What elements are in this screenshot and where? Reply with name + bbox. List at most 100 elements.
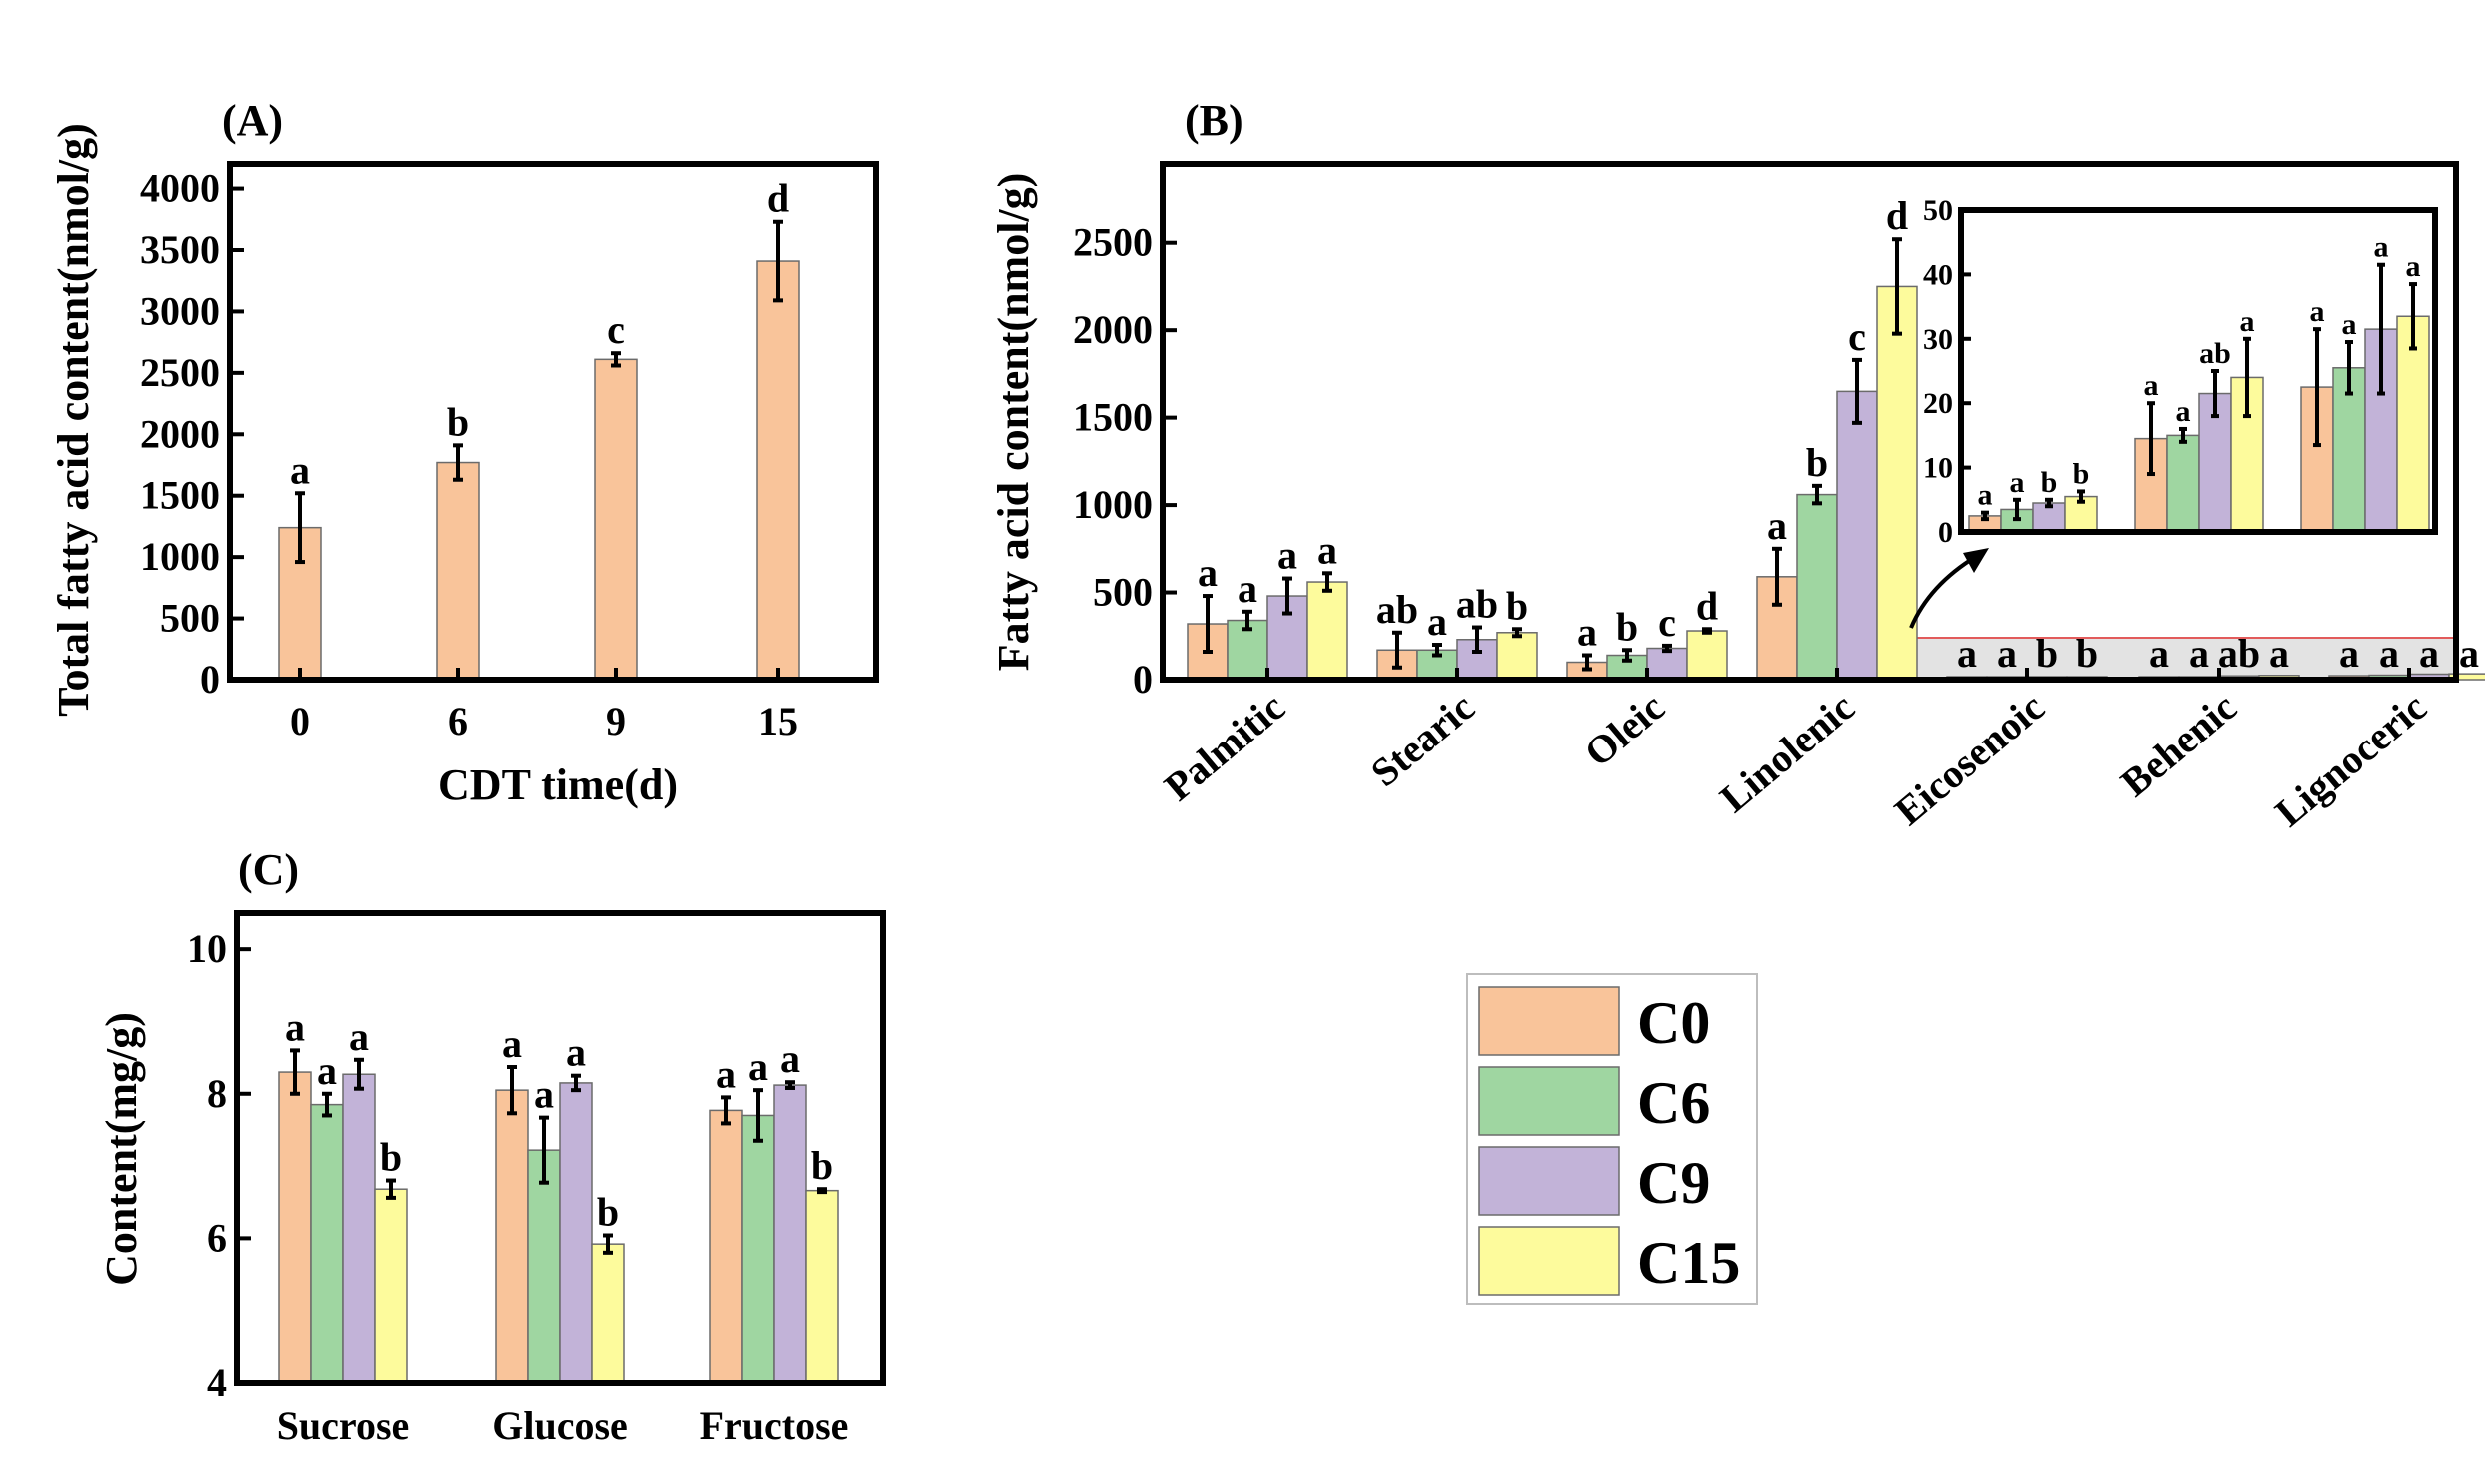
inset-significance-letter: b (2073, 457, 2090, 490)
inset-significance-letter: a (2010, 466, 2025, 499)
y-tick-label: 500 (1093, 570, 1153, 615)
panel-c-ylabel: Content(mg/g) (97, 1012, 146, 1286)
y-tick-label: 2500 (140, 350, 220, 395)
significance-letter: a (349, 1014, 369, 1059)
significance-letter: a (1198, 550, 1218, 595)
minor-acids-highlight (1904, 637, 2457, 681)
significance-letter: a (290, 447, 310, 492)
significance-letter: a (1577, 610, 1597, 655)
panel-c: (C) Content(mg/g) 46810aaabSucroseaaabGl… (97, 845, 886, 1448)
inset-arrow (1909, 554, 1979, 629)
panel-b: (B) Fatty acid content(nmol/g) 050010001… (989, 96, 2485, 835)
panel-c-label: (C) (238, 845, 299, 894)
x-tick-label: Glucose (492, 1403, 628, 1448)
panel-a-frame (227, 161, 879, 683)
significance-letter: c (607, 307, 625, 352)
inset-y-tick-label: 20 (1923, 387, 1953, 420)
significance-letter: d (767, 176, 789, 221)
legend-label-C15: C15 (1637, 1230, 1740, 1296)
significance-letter: d (1696, 583, 1718, 628)
y-tick-label: 2000 (1073, 307, 1153, 352)
significance-letter: a (2459, 631, 2479, 676)
y-tick-label: 1000 (1073, 482, 1153, 527)
x-tick-label: Stearic (1362, 684, 1483, 795)
legend-label-C9: C9 (1637, 1150, 1710, 1216)
significance-letter: b (811, 1143, 833, 1188)
bar-6 (436, 461, 480, 681)
bar-Glucose-C0 (495, 1089, 529, 1384)
significance-letter: a (1317, 527, 1337, 572)
significance-letter: a (1427, 599, 1447, 644)
significance-letter: b (380, 1135, 402, 1180)
x-tick-label: 0 (290, 699, 310, 743)
bar-Glucose-C15 (591, 1243, 625, 1384)
y-tick-label: 3000 (140, 288, 220, 333)
x-tick-label: Sucrose (277, 1403, 410, 1448)
bar-Oleic-C15 (1686, 630, 1728, 681)
inset-significance-letter: ab (2199, 337, 2231, 370)
significance-letter: a (566, 1030, 586, 1075)
inset-significance-letter: a (2342, 308, 2357, 341)
panel-a-plot: 0 500 1000 1500 2000 2500 3000 3500 4000 a 0 b 6 c 9 d 1… (140, 166, 800, 743)
significance-letter: a (2149, 631, 2169, 676)
panel-c-frame (234, 910, 886, 1386)
bar-Glucose-C9 (559, 1082, 593, 1384)
x-tick-label: Oleic (1576, 684, 1673, 775)
bar-Fructose-C9 (773, 1084, 807, 1384)
x-tick-label: 15 (758, 699, 798, 743)
panel-a-xlabel: CDT time(d) (438, 760, 678, 809)
bar-Sucrose-C15 (374, 1188, 408, 1384)
significance-letter: a (534, 1072, 554, 1117)
x-tick-label: Linolenic (1711, 684, 1863, 820)
significance-letter: a (780, 1036, 800, 1081)
inset-bar-Behenic-C6 (2166, 434, 2200, 533)
bar-Linolenic-C15 (1876, 285, 1918, 681)
panel-b-frame (1160, 161, 2459, 683)
y-tick-label: 8 (207, 1071, 227, 1116)
legend-label-C6: C6 (1637, 1070, 1710, 1136)
significance-letter: a (2189, 631, 2209, 676)
significance-letter: b (1506, 583, 1528, 628)
x-tick-label: Fructose (700, 1403, 849, 1448)
panel-b-inset-frame (1958, 207, 2438, 535)
inset-significance-letter: a (2176, 395, 2191, 428)
significance-letter: b (2036, 631, 2058, 676)
y-tick-label: 2500 (1073, 220, 1153, 265)
significance-letter: a (748, 1044, 768, 1089)
y-tick-label: 1500 (1073, 395, 1153, 440)
panel-b-ylabel: Fatty acid content(nmol/g) (989, 173, 1038, 672)
x-tick-label: Palmitic (1156, 684, 1293, 809)
inset-significance-letter: a (2406, 250, 2421, 283)
bar-9 (594, 358, 638, 681)
significance-letter: ab (1456, 582, 1498, 627)
y-tick-label: 3500 (140, 227, 220, 272)
inset-bar-Lignoceric-C15 (2396, 315, 2430, 533)
inset-y-tick-label: 30 (1923, 323, 1953, 356)
significance-letter: a (2339, 631, 2359, 676)
significance-letter: c (1658, 600, 1676, 645)
bar-Fructose-C6 (741, 1114, 775, 1384)
legend-swatch-C9 (1478, 1146, 1620, 1216)
panel-a-label: (A) (222, 96, 283, 145)
inset-significance-letter: a (2240, 305, 2255, 338)
bar-15 (756, 260, 800, 681)
bar-Sucrose-C9 (342, 1073, 376, 1384)
inset-y-tick-label: 10 (1923, 452, 1953, 485)
bar-Stearic-C15 (1496, 632, 1538, 681)
x-tick-label: Behenic (2112, 684, 2245, 805)
y-tick-label: 2000 (140, 411, 220, 456)
y-tick-label: 1500 (140, 473, 220, 518)
significance-letter: a (1238, 566, 1257, 611)
x-tick-label: Eicosenoic (1886, 684, 2053, 833)
inset-y-tick-label: 40 (1923, 258, 1953, 291)
inset-arrowhead (1963, 548, 1989, 573)
bar-Fructose-C0 (709, 1109, 743, 1384)
legend-label-C0: C0 (1637, 990, 1710, 1056)
inset-significance-letter: a (2144, 369, 2159, 402)
significance-letter: a (317, 1048, 337, 1093)
significance-letter: a (2379, 631, 2399, 676)
significance-letter: ab (2218, 631, 2260, 676)
y-tick-label: 0 (200, 657, 220, 702)
